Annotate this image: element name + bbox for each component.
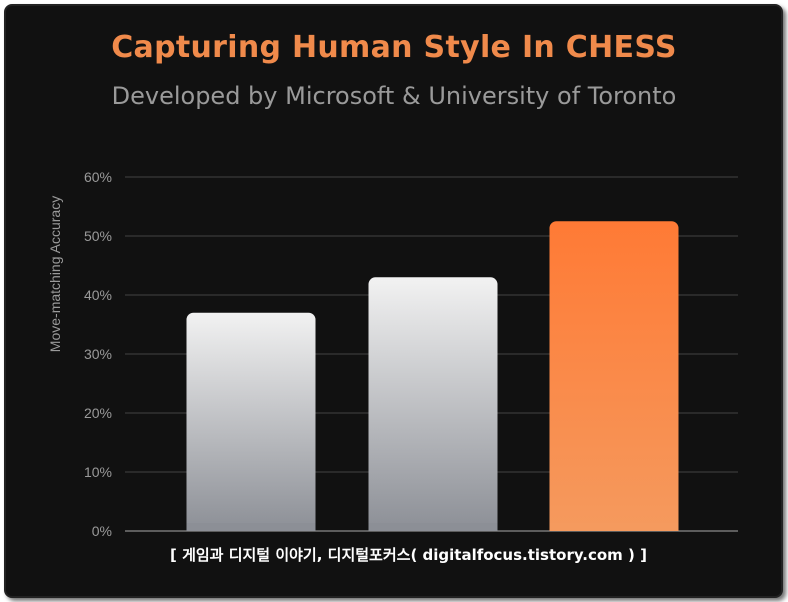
- bars: [186, 221, 679, 531]
- bar-base: [368, 523, 498, 531]
- watermark-caption: [ 게임과 디지털 이야기, 디지털포커스( digitalfocus.tist…: [170, 546, 647, 564]
- chart-title: Capturing Human Style In CHESS: [111, 30, 677, 65]
- y-tick-label: 10%: [84, 464, 112, 480]
- bar: [549, 221, 679, 531]
- y-tick-label: 0%: [92, 523, 112, 539]
- y-tick-label: 20%: [84, 405, 112, 421]
- bar-base: [549, 523, 679, 531]
- bar: [186, 312, 316, 531]
- y-tick-label: 50%: [84, 228, 112, 244]
- y-tick-label: 40%: [84, 287, 112, 303]
- y-tick-labels: 0% 10% 20% 30% 40% 50% 60%: [84, 169, 112, 539]
- y-tick-label: 60%: [84, 169, 112, 185]
- bar-base: [186, 523, 316, 531]
- chart-subtitle: Developed by Microsoft & University of T…: [111, 82, 677, 110]
- y-tick-label: 30%: [84, 346, 112, 362]
- bar: [368, 277, 498, 531]
